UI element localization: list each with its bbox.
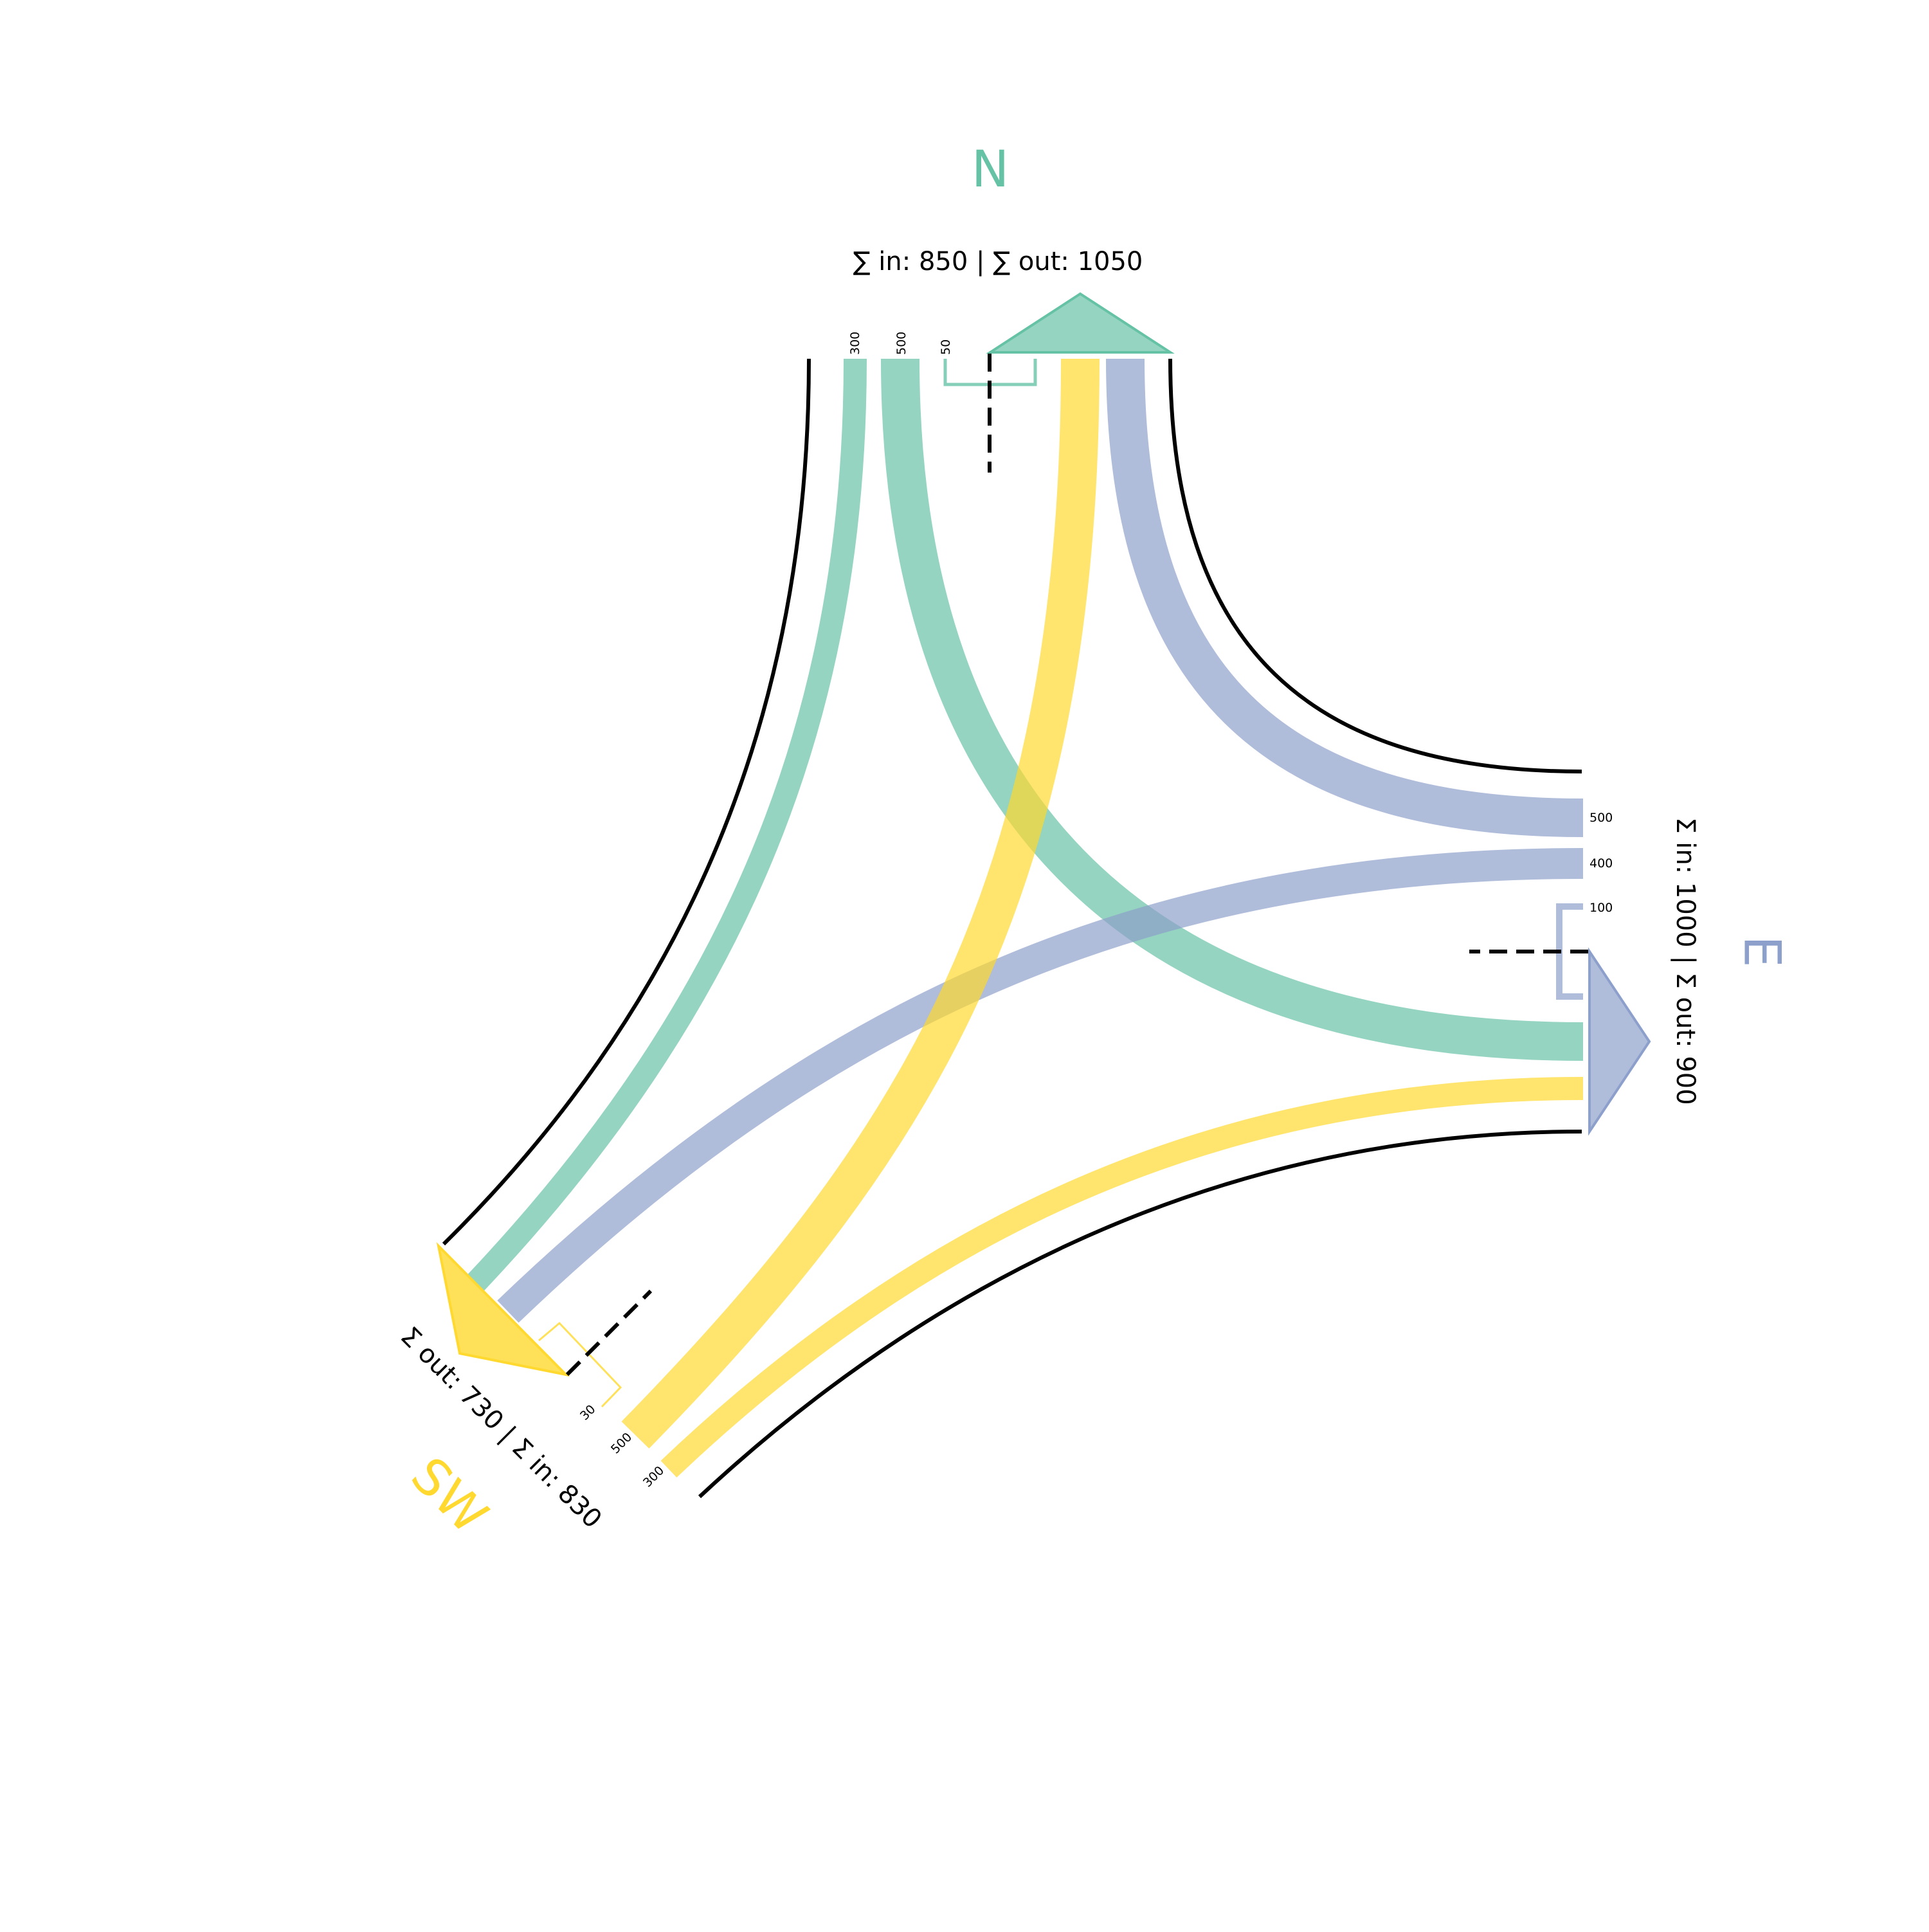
- arm-label-e: E: [1733, 935, 1791, 967]
- flow-label-e-to-n: 500: [1589, 811, 1613, 825]
- flow-sw-to-n: [621, 358, 1100, 1449]
- arrow-n: [986, 292, 1175, 354]
- flow-n-to-sw: [467, 358, 867, 1291]
- sum-text-n: ∑ in: 850 | ∑ out: 1050: [853, 247, 1143, 276]
- flow-e-to-n: [1106, 358, 1584, 837]
- centerline-sw: [565, 1289, 653, 1377]
- arrowheads: [436, 292, 1651, 1377]
- sum-text-e: Σ in: 1000 | Σ out: 900: [1671, 817, 1700, 1105]
- flow-bands: [467, 358, 1584, 1478]
- arm-label-n: N: [972, 141, 1009, 199]
- boundary-n-e: [1168, 358, 1582, 773]
- boundary-e-sw: [698, 1130, 1582, 1499]
- boundary-n-sw: [442, 358, 811, 1246]
- flow-sw-to-e: [660, 1077, 1584, 1478]
- flow-label-e-to-sw: 400: [1589, 856, 1613, 871]
- road-boundaries: [442, 358, 1582, 1499]
- arm-label-sw: SW: [400, 1447, 498, 1545]
- arm-totals: ∑ in: 850 | ∑ out: 1050 Σ in: 1000 | Σ o…: [395, 247, 1700, 1534]
- flow-e-to-sw: [497, 848, 1584, 1323]
- flow-label-sw-uturn: 30: [577, 1402, 599, 1423]
- flow-n-to-e: [881, 358, 1584, 1061]
- flow-label-n-to-sw: 300: [848, 332, 862, 355]
- flow-label-sw-to-n: 500: [608, 1430, 635, 1456]
- flow-label-n-to-e: 500: [894, 332, 909, 355]
- flow-label-sw-to-e: 300: [640, 1463, 667, 1490]
- flow-label-e-uturn: 100: [1589, 901, 1613, 915]
- center-lines: [565, 354, 1588, 1377]
- arrow-sw: [436, 1241, 570, 1377]
- flow-label-n-uturn: 50: [939, 339, 953, 355]
- uturn-sw: [538, 1321, 622, 1408]
- arrow-e: [1588, 947, 1651, 1136]
